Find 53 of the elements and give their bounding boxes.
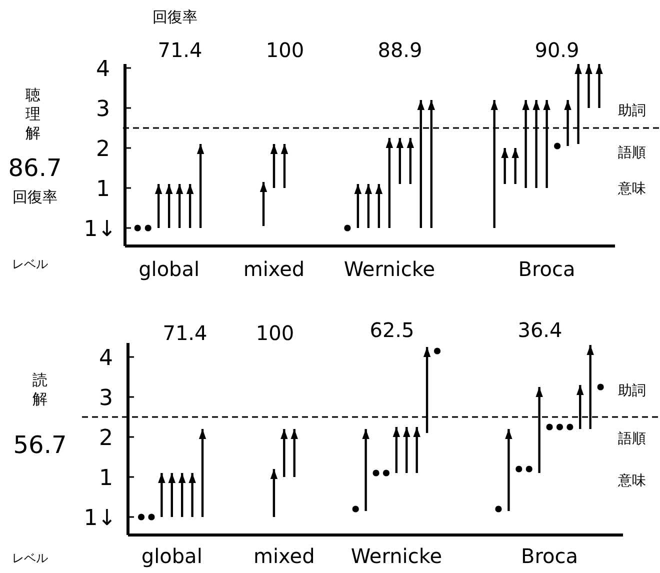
point [495, 506, 502, 512]
x-tick-label: Wernicke [350, 544, 442, 568]
y-tick-label: 2 [96, 137, 110, 162]
y-tick-label: 4 [96, 57, 110, 82]
point [566, 424, 574, 430]
x-tick-label: global [138, 257, 200, 281]
text: 助詞 [618, 383, 646, 399]
y-axis-title: 読解 [32, 371, 48, 408]
point [516, 466, 522, 472]
y-tick-label: 3 [99, 386, 113, 411]
point [352, 506, 359, 512]
point [372, 470, 380, 476]
text: 56.7 [13, 431, 67, 459]
y-tick-label: 2 [99, 426, 113, 451]
text: 語順 [618, 431, 646, 447]
x-tick-label: mixed [243, 257, 305, 281]
text: 86.7 [8, 154, 62, 182]
y-axis-title: 聴理解 [26, 86, 40, 142]
text: 助詞 [618, 103, 646, 119]
x-tick-label: Broca [518, 257, 576, 281]
x-tick-label: Broca [521, 544, 578, 568]
point [148, 514, 155, 520]
text: 回復率 [152, 8, 198, 26]
y-tick-label: 1 [99, 466, 113, 491]
text: 意味 [617, 181, 646, 197]
x-tick-label: global [141, 544, 202, 568]
text: 88.9 [378, 38, 422, 62]
point [138, 514, 145, 520]
annotation: 100 [256, 321, 294, 345]
text: 1↓ [84, 217, 116, 242]
text: 100 [266, 38, 304, 62]
text: 回復率 [12, 188, 58, 206]
text: 62.5 [370, 318, 414, 342]
text: 1↓ [84, 506, 116, 531]
point [526, 466, 532, 472]
text: 90.9 [534, 38, 580, 62]
annotation: 71.4 [162, 321, 208, 345]
text: 71.4 [158, 38, 202, 62]
x-tick-label: Wernicke [344, 257, 436, 281]
x-tick-label: mixed [254, 544, 315, 568]
y-tick-label: 4 [99, 346, 113, 371]
text: 36.4 [518, 318, 562, 342]
point [597, 384, 604, 390]
text: レベル [12, 551, 48, 565]
text: 意味 [617, 473, 646, 489]
text: 語順 [618, 145, 646, 161]
y-tick-label: 1 [96, 177, 110, 202]
point [546, 424, 553, 430]
point [556, 424, 564, 430]
point [382, 470, 390, 476]
text: レベル [12, 257, 48, 271]
y-tick-label: 3 [96, 97, 110, 122]
point [434, 348, 441, 354]
